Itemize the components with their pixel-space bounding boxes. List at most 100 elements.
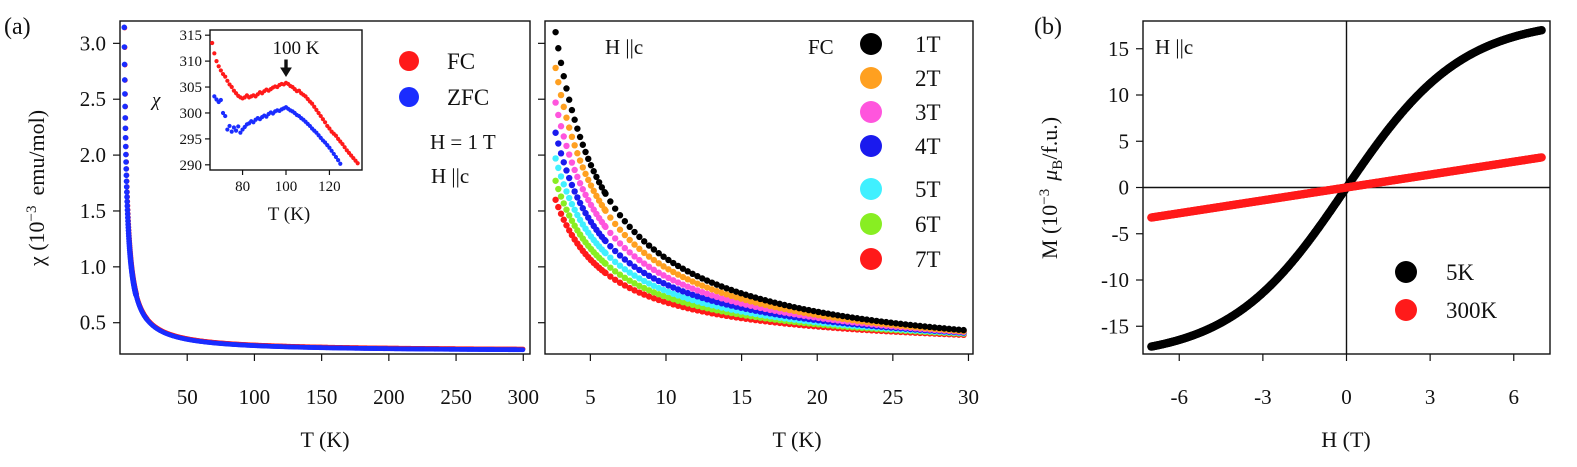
series-6T-point [636,282,643,290]
series-1T-point [699,275,706,282]
series-3T-point [703,290,711,297]
chart-a-right-legend: 1T 2T 3T 4T 5T 6T 7T [860,32,941,272]
series-5T-point [660,286,667,294]
series-3T-point [645,263,653,271]
zfc-point [123,172,130,179]
series-7T-point [684,304,691,312]
ylabel-unit: emu/mol) [24,110,49,196]
series-1T-point [757,295,764,303]
zfc-point [520,347,526,353]
series-7T-point [621,282,629,289]
inset-fc-point [342,145,347,150]
inset-points [210,40,360,166]
series-1T-point [607,198,614,205]
series-1T-point [771,299,779,306]
series-1T-point [655,250,662,257]
x-tick-label: -6 [1170,385,1188,409]
series-3T-point [555,111,562,119]
zfc-point [122,103,128,110]
series-1T-point [645,242,653,249]
series-1T-point [611,205,619,212]
series-3T-point [665,274,672,282]
b-ylabel-unit: /f.u.) [1037,117,1062,160]
series-2T-point [616,226,624,233]
series-2T-point [607,214,614,221]
series-6T-point [626,277,633,284]
series-1T-point [863,316,871,323]
series-1T-point [815,308,822,316]
series-4T-point [645,272,653,280]
series-1T-point [878,318,885,325]
series-6T-point [655,291,662,298]
series-7T-point [557,210,565,217]
series-2T-point [560,103,567,111]
legend-6T-marker [860,213,882,235]
series-1T-point [636,233,643,241]
series-5T-point [616,262,624,269]
series-4T-point [574,194,581,201]
chart-a-left-frame [119,20,531,355]
series-2T-point [563,114,570,121]
series-5T-point [694,298,701,305]
ylabel-exponent: −3 [24,205,40,221]
series-2T-point [650,256,658,264]
series-3T-point [689,285,696,292]
series-7T-point [626,284,633,292]
series-1T-point [960,326,967,334]
inset-zfc-point [220,110,226,116]
series-2T-point [665,266,672,273]
series-1T-point [595,179,603,186]
inset-y-tick-label: 305 [180,80,203,96]
series-4T-point [655,277,662,285]
series-5T-point [565,194,573,202]
series-2T-point [555,78,562,86]
series-3T-point [626,249,633,256]
series-1T-point [912,322,919,329]
series-4T-point [674,286,682,293]
inset-y-tick-label: 290 [180,158,203,174]
series-5T-point [555,164,562,172]
series-5T-point [670,290,677,297]
series-2T-point [655,260,662,267]
inset-fc-point [318,113,323,119]
series-6T-point [679,298,687,306]
series-1T-point [926,323,933,331]
series-2T-point [757,300,764,307]
series-1T-point [631,228,638,236]
y-tick-label: 3.0 [80,31,106,55]
series-5T-point [563,188,570,195]
inset-zfc-point [229,129,234,134]
series-2T-point [587,182,595,189]
series-3T-point [699,288,706,296]
series-7T-point [650,295,658,302]
series-1T-point [587,162,595,169]
chart-a-left: 50 100 150 200 250 300 0.5 1.0 1.5 2.0 2.5 3.0 T (K… [24,20,539,452]
series-1T-point [766,298,774,305]
inset-fc-point [214,59,219,64]
x-tick-label: 200 [373,385,405,409]
legend-6T-label: 6T [915,212,941,237]
x-tick-label: 100 [239,385,271,409]
series-1T-point [902,321,909,328]
series-1T-point [552,28,559,36]
series-3T-point [723,296,730,303]
inset-chart: 80 100 120 290 295 300 305 310 315 100 K T (K) χ [150,28,363,225]
inset-fc-point [312,104,317,109]
series-3T-point [563,142,570,150]
series-2T-point [684,276,691,283]
chart-a-right-points [552,28,967,339]
inset-y-tick-label: 315 [180,28,203,44]
y-tick-label: 10 [1108,83,1129,107]
series-3T-point [557,123,565,130]
series-7T-point [636,289,643,296]
series-2T-point [602,207,609,214]
series-1T-point [593,173,600,181]
series-1T-point [626,223,633,231]
series-5T-point [699,299,706,307]
series-1T-point [800,305,808,313]
series-3T-point [611,235,619,242]
series-2T-point [689,278,696,285]
x-tick-label: 10 [655,385,676,409]
series-1T-point [795,304,803,312]
inset-fc-point [212,51,217,56]
